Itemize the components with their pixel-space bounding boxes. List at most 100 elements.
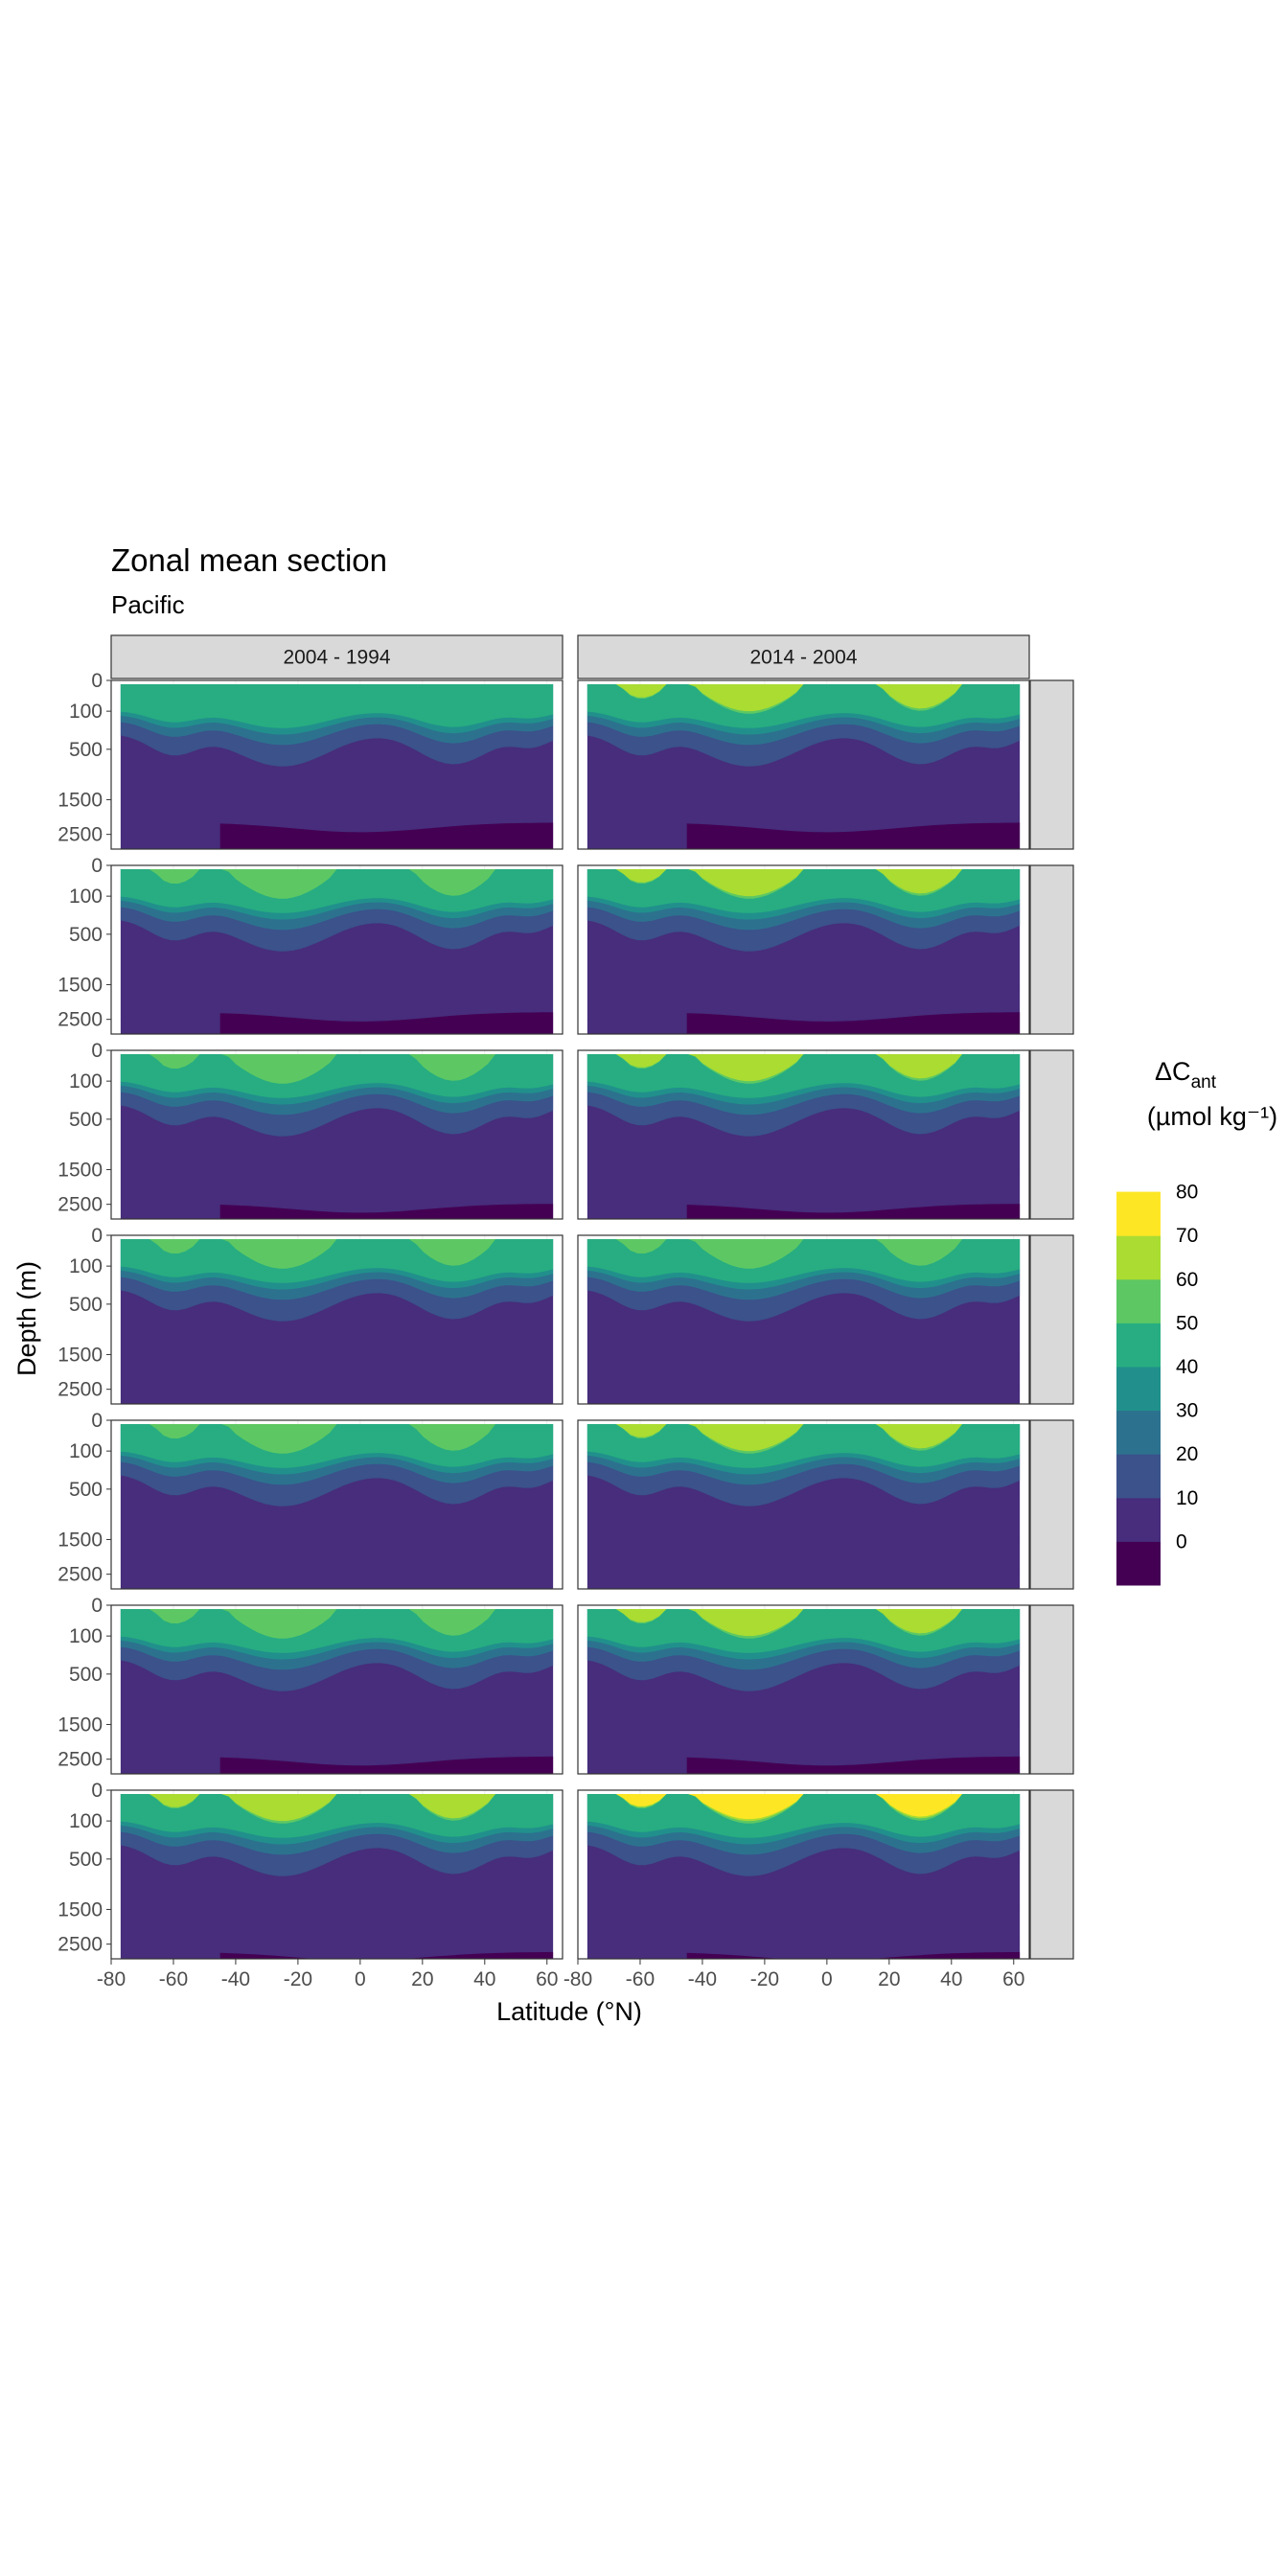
chart-title: Zonal mean section [111,542,387,578]
contour-layers [578,1420,1029,1589]
y-tick-label: 500 [69,1849,103,1871]
x-tick-label: 0 [821,1968,833,1990]
legend-tick-label: 70 [1176,1225,1198,1247]
column-strip-label: 2004 - 1994 [283,647,390,669]
y-tick-label: 2500 [58,1009,103,1031]
legend-title-main: ΔC [1155,1057,1191,1086]
x-tick-label: 20 [878,1968,900,1990]
legend-tick-label: 30 [1176,1400,1198,1422]
contour-panel [577,1789,1030,1960]
contour-panel [577,864,1030,1035]
contour-layers [578,680,1029,849]
contour-layers [111,1420,563,1589]
legend-tick-label: 50 [1176,1312,1198,1334]
row-strip: th3_3D_ALL_v20 [1029,864,1074,1035]
y-tick-label: 2500 [58,1194,103,1216]
legend-swatch [1116,1322,1161,1368]
x-tick-label: -60 [159,1968,188,1990]
contour-layers [111,1235,563,1404]
column-strip: 2014 - 2004 [577,634,1030,679]
y-tick-label: 500 [69,1479,103,1501]
y-axis-ticks: 0 100 500 1500 2500 [58,1595,111,1771]
legend: ΔCant (µmol kg⁻¹) 0 10 20 30 40 50 60 70 80 [1116,1057,1277,1586]
y-tick-label: 0 [91,1595,103,1617]
legend-swatch [1116,1367,1161,1412]
x-tick-label: -60 [626,1968,655,1990]
row-strip: l2-1_3D_ALL_v2 [1029,1234,1074,1405]
contour-panel [110,1604,564,1775]
x-axis-title: Latitude (°N) [496,1997,642,2026]
contour-layers [578,1050,1029,1219]
contour-layers [111,680,563,849]
y-tick-label: 1500 [58,1159,103,1181]
y-tick-label: 100 [69,886,103,908]
contour-layers [111,1790,563,1959]
y-tick-label: 1500 [58,789,103,811]
legend-swatch [1116,1410,1161,1455]
legend-title-sub: ant [1191,1072,1217,1092]
column-strip: 2004 - 1994 [110,634,564,679]
legend-swatch [1116,1454,1161,1499]
legend-swatch [1116,1278,1161,1323]
legend-swatch [1116,1235,1161,1280]
x-tick-label: -20 [750,1968,779,1990]
x-tick-label: 40 [940,1968,962,1990]
contour-panel [577,679,1030,850]
contour-panel [577,1234,1030,1405]
legend-swatch [1116,1191,1161,1236]
legend-tick-label: 80 [1176,1182,1198,1204]
legend-units: (µmol kg⁻¹) [1147,1102,1277,1131]
x-tick-label: -80 [97,1968,126,1990]
contour-layers [578,1605,1029,1774]
x-tick-label: -40 [221,1968,250,1990]
y-axis-ticks: 0 100 500 1500 2500 [58,855,111,1031]
y-tick-label: 500 [69,739,103,761]
y-tick-label: 1500 [58,1898,103,1920]
panel-grid: 2004 - 1994 2014 - 2004 0 100 500 1500 2500 THZ… [58,634,1074,1960]
y-axis-ticks: 0 100 500 1500 2500 [58,1410,111,1586]
y-tick-label: 1500 [58,1529,103,1551]
y-tick-label: 1500 [58,1344,103,1366]
legend-tick-label: 20 [1176,1443,1198,1465]
x-tick-label: 0 [355,1968,366,1990]
legend-tick-label: 10 [1176,1487,1198,1509]
y-tick-label: 100 [69,1440,103,1462]
contour-layers [111,1050,563,1219]
contour-layers [578,1790,1029,1959]
y-tick-label: 2500 [58,1564,103,1586]
x-tick-label: 60 [536,1968,558,1990]
y-tick-label: 0 [91,855,103,877]
y-axis-ticks: 0 100 500 1500 2500 [58,1225,111,1401]
y-tick-label: 500 [69,924,103,946]
contour-panel [110,1234,564,1405]
y-tick-label: 500 [69,1664,103,1686]
x-tick-label: 20 [411,1968,433,1990]
legend-title: ΔCant [1155,1057,1217,1092]
legend-tick-label: 60 [1176,1269,1198,1291]
contour-layers [111,865,563,1034]
y-tick-label: 100 [69,701,103,723]
y-axis-ticks: 0 100 500 1500 2500 [58,1780,111,1956]
row-strip: m12_3d_all_v202 [1029,1789,1074,1960]
y-tick-label: 0 [91,1225,103,1247]
contour-panel [577,1604,1030,1775]
y-tick-label: 500 [69,1294,103,1316]
y-tick-label: 1500 [58,1714,103,1736]
x-tick-label: 40 [473,1968,495,1990]
row-strip: -PISCES_3D_AL [1029,1604,1074,1775]
contour-panel [110,1789,564,1960]
y-tick-label: 2500 [58,1379,103,1401]
row-strip: DC1.2_3D_ALL_v [1029,1419,1074,1590]
y-tick-label: 100 [69,1810,103,1832]
y-tick-label: 0 [91,1410,103,1432]
legend-swatch [1116,1497,1161,1542]
y-tick-label: 1500 [58,974,103,996]
contour-layers [111,1605,563,1774]
y-tick-label: 100 [69,1625,103,1647]
legend-tick-label: 40 [1176,1356,1198,1378]
legend-swatch [1116,1541,1161,1586]
y-tick-label: 2500 [58,1749,103,1771]
y-tick-label: 100 [69,1070,103,1092]
x-tick-label: 60 [1002,1968,1024,1990]
